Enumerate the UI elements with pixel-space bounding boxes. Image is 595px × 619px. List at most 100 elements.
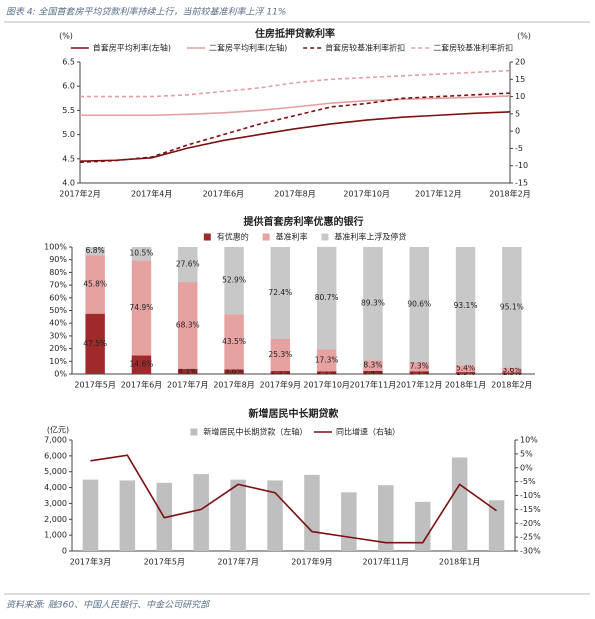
y-tick-label: 2,000: [44, 515, 67, 524]
line-series: [80, 69, 511, 98]
bar: [488, 500, 505, 551]
data-label: 10.5%: [130, 249, 154, 258]
bar: [316, 371, 337, 374]
data-label: 1.3%: [502, 368, 521, 377]
x-tick-label: 2017年6月: [121, 380, 162, 390]
y-tick-label: 5.5: [62, 106, 75, 115]
y2-tick-label: 0%: [520, 463, 533, 472]
bar: [270, 247, 291, 339]
legend-label: 新增居民中长期贷款（左轴）: [203, 427, 307, 437]
caption: 图表 4: 全国首套房平均贷款利率持续上行，当前较基准利率上浮 11%: [6, 7, 286, 18]
bar: [224, 314, 244, 370]
bar: [502, 372, 522, 374]
data-label: 95.1%: [500, 302, 524, 311]
data-label: 2.3%: [271, 368, 290, 377]
bar: [224, 247, 244, 315]
data-label: 3.6%: [225, 367, 244, 376]
x-tick-label: 2018年2月: [491, 380, 532, 390]
chart-title: 新增居民中长期贷款: [249, 407, 340, 420]
data-label: 2.1%: [317, 368, 336, 377]
line-series: [90, 454, 498, 544]
y-tick-label: 20%: [49, 344, 67, 353]
y2-tick-label: -25%: [520, 533, 541, 542]
data-label: 1.5%: [456, 368, 475, 377]
legend-swatch: [262, 233, 270, 241]
x-tick-label: 2018年1月: [445, 380, 486, 390]
y-tick-label: 70%: [49, 281, 67, 290]
bar: [224, 369, 244, 374]
x-tick-label: 2017年12月: [396, 380, 443, 390]
bar: [119, 480, 136, 551]
legend-swatch: [321, 233, 329, 241]
legend-label: 同比增速（右轴）: [336, 427, 400, 437]
y-tick-label: 1,000: [44, 531, 67, 540]
source: 资料来源: 融360、中国人民银行、中金公司研究部: [6, 600, 211, 611]
x-tick-label: 2017年9月: [260, 380, 301, 390]
legend-swatch: [203, 233, 211, 241]
x-tick-label: 2017年7月: [217, 557, 258, 567]
x-tick-label: 2017年6月: [203, 189, 244, 199]
y-tick-label: 6.5: [62, 58, 75, 67]
y-axis-unit: (亿元): [47, 425, 69, 435]
bar: [363, 370, 383, 374]
y-tick-label: 80%: [49, 268, 67, 277]
y-tick-label: 6.0: [62, 82, 75, 91]
line-series: [79, 111, 511, 163]
x-tick-label: 2017年9月: [291, 557, 332, 567]
bar: [451, 457, 468, 551]
bar: [131, 260, 152, 356]
line-series: [79, 92, 511, 164]
y2-tick-label: -10: [515, 161, 528, 170]
bar: [409, 247, 429, 363]
bar: [178, 282, 198, 369]
y-tick-label: 0%: [54, 370, 67, 379]
x-tick-label: 2017年8月: [274, 189, 315, 199]
data-label: 7.3%: [410, 362, 429, 371]
y-tick-label: 4,000: [44, 483, 67, 492]
y-tick-label: 30%: [49, 331, 67, 340]
legend-swatch: [190, 428, 198, 436]
y2-axis-unit: (%): [517, 32, 531, 41]
bar: [131, 355, 152, 374]
bar: [378, 485, 394, 551]
bar: [131, 247, 152, 261]
data-label: 17.3%: [315, 355, 339, 364]
bar: [304, 474, 320, 551]
data-label: 47.5%: [83, 339, 107, 348]
bar: [85, 313, 105, 374]
legend-label: 二套房较基准利率折扣: [433, 43, 513, 53]
data-label: 93.1%: [454, 301, 478, 310]
x-tick-label: 2017年10月: [343, 189, 390, 199]
chart-title: 住房抵押贷款利率: [255, 27, 335, 40]
y-tick-label: 60%: [49, 293, 67, 302]
bar: [409, 362, 429, 372]
x-tick-label: 2017年10月: [303, 380, 350, 390]
bar: [455, 372, 476, 374]
legend-label: 有优惠的: [217, 232, 249, 242]
y2-tick-label: 0: [515, 127, 520, 136]
data-label: 5.4%: [456, 364, 475, 373]
bar: [455, 365, 476, 373]
y2-tick-label: -5: [515, 144, 523, 153]
legend-label: 基准利率上浮及停贷: [334, 232, 406, 242]
bar: [502, 367, 522, 373]
legend-label: 基准利率: [276, 232, 308, 242]
data-label: 6.8%: [86, 246, 105, 255]
data-label: 68.3%: [176, 320, 200, 329]
bar: [85, 255, 105, 314]
data-label: 72.4%: [268, 288, 292, 297]
y-tick-label: 6,000: [44, 451, 67, 460]
x-tick-label: 2018年1月: [439, 557, 480, 567]
data-label: 4.1%: [178, 366, 197, 375]
data-label: 3.6%: [502, 365, 521, 374]
y2-tick-label: 15: [515, 75, 525, 84]
bar: [193, 474, 209, 551]
y-tick-label: 100%: [44, 243, 67, 252]
x-tick-label: 2017年4月: [131, 189, 172, 199]
bar: [178, 368, 198, 374]
x-tick-label: 2017年12月: [415, 189, 462, 199]
y2-tick-label: 10: [515, 92, 525, 101]
y2-tick-label: -20%: [520, 519, 541, 528]
y-tick-label: 0: [62, 547, 67, 556]
bar: [414, 501, 431, 551]
